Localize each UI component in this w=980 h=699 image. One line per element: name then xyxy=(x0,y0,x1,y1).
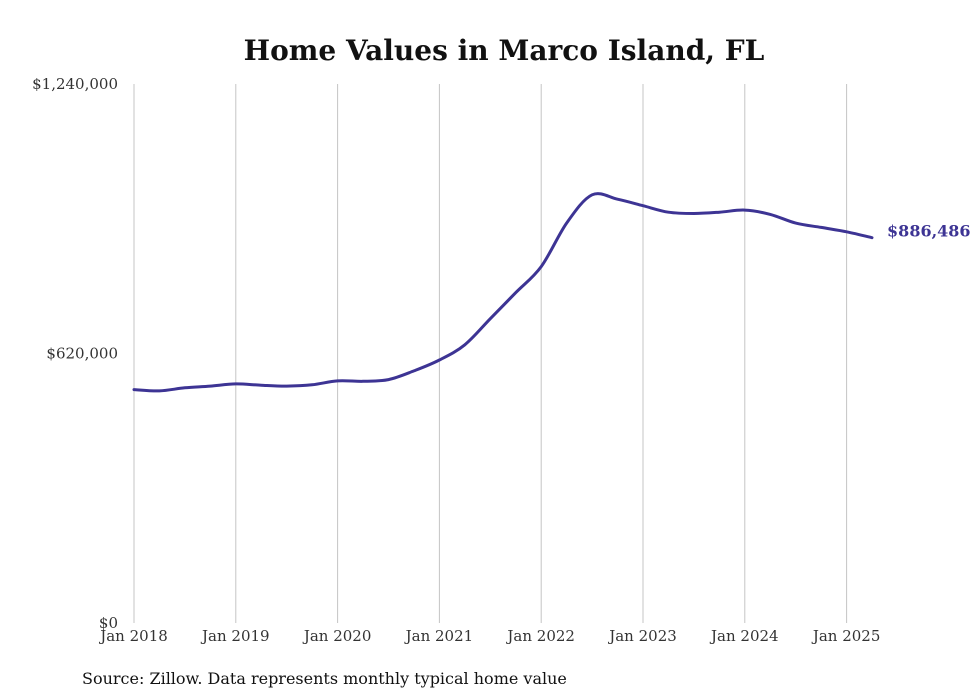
x-tick-label: Jan 2021 xyxy=(404,627,474,645)
x-tick-label: Jan 2022 xyxy=(505,627,575,645)
x-axis-ticks: Jan 2018 Jan 2019 Jan 2020 Jan 2021 Jan 2022… xyxy=(98,627,880,645)
grid-lines xyxy=(133,84,848,623)
chart-title: Home Values in Marco Island, FL xyxy=(244,34,765,67)
x-tick-label: Jan 2018 xyxy=(98,627,168,645)
source-note: Source: Zillow. Data represents monthly … xyxy=(82,669,567,688)
x-tick-label: Jan 2019 xyxy=(200,627,270,645)
x-tick-label: Jan 2024 xyxy=(709,627,779,645)
y-tick-label: $0 xyxy=(99,614,118,632)
x-tick-label: Jan 2020 xyxy=(302,627,372,645)
home-value-series-line xyxy=(132,192,874,393)
y-tick-label: $620,000 xyxy=(46,345,118,363)
latest-value-label: $886,486 xyxy=(887,222,971,241)
x-tick-label: Jan 2023 xyxy=(607,627,677,645)
y-axis-ticks: $0 $620,000 $1,240,000 xyxy=(32,75,118,632)
y-tick-label: $1,240,000 xyxy=(32,75,118,93)
x-tick-label: Jan 2025 xyxy=(811,627,881,645)
